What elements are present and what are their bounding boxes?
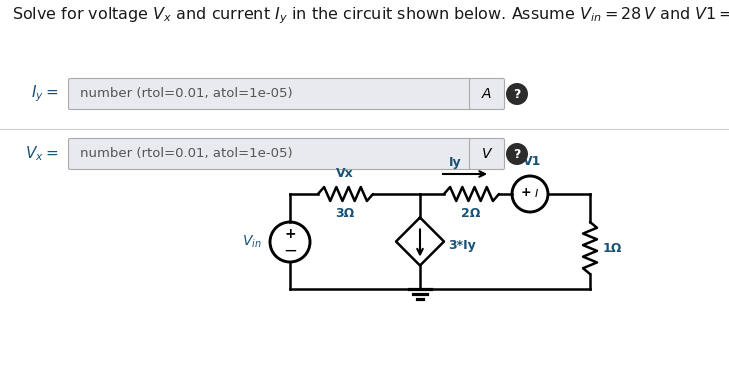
Text: 1Ω: 1Ω <box>603 241 623 255</box>
Text: 3*Iy: 3*Iy <box>448 239 476 252</box>
FancyBboxPatch shape <box>69 138 472 169</box>
Text: $V_x =$: $V_x =$ <box>25 145 58 163</box>
FancyBboxPatch shape <box>469 138 504 169</box>
Text: $V$: $V$ <box>481 147 493 161</box>
Text: ?: ? <box>513 88 521 100</box>
Text: $V_{in}$: $V_{in}$ <box>242 234 262 250</box>
Text: −: − <box>283 242 297 260</box>
Text: $I_y =$: $I_y =$ <box>31 84 58 104</box>
FancyBboxPatch shape <box>469 78 504 110</box>
Text: Vx: Vx <box>336 167 354 180</box>
Text: number (rtol=0.01, atol=1e-05): number (rtol=0.01, atol=1e-05) <box>80 88 292 100</box>
Circle shape <box>506 143 528 165</box>
Text: Solve for voltage $V_x$ and current $I_y$ in the circuit shown below. Assume $V_: Solve for voltage $V_x$ and current $I_y… <box>12 6 729 26</box>
Text: ?: ? <box>513 147 521 160</box>
Text: 2Ω: 2Ω <box>461 207 480 220</box>
Text: I: I <box>534 189 537 199</box>
Circle shape <box>506 83 528 105</box>
Text: V1: V1 <box>523 155 541 168</box>
Text: $A$: $A$ <box>481 87 493 101</box>
Text: 3Ω: 3Ω <box>335 207 354 220</box>
Text: number (rtol=0.01, atol=1e-05): number (rtol=0.01, atol=1e-05) <box>80 147 292 160</box>
Text: Iy: Iy <box>448 156 461 169</box>
Text: +: + <box>521 185 531 199</box>
Text: +: + <box>284 227 296 241</box>
FancyBboxPatch shape <box>69 78 472 110</box>
